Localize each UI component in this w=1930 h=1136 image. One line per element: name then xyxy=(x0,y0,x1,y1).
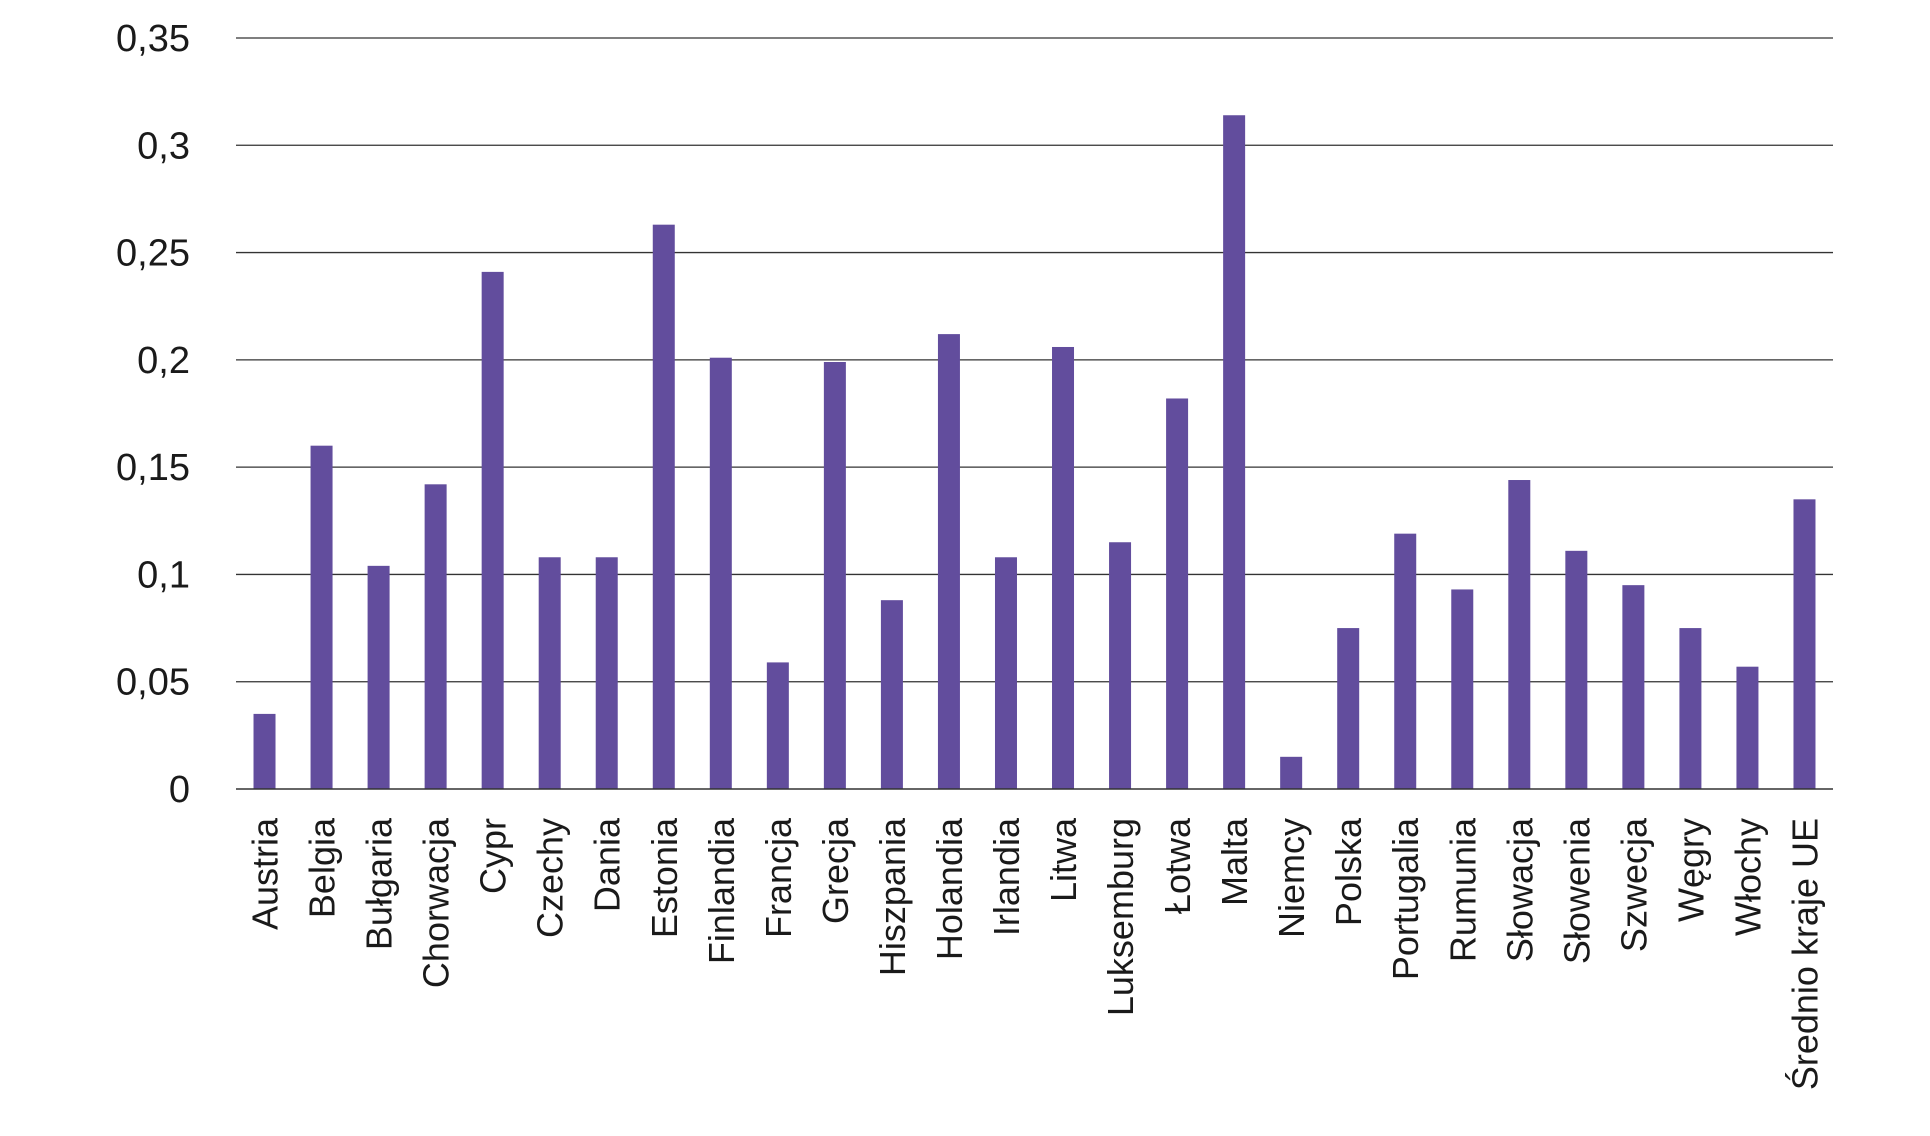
bar xyxy=(1793,499,1816,789)
bar xyxy=(766,662,789,789)
x-tick-label: Austria xyxy=(245,817,286,930)
bar xyxy=(1565,550,1588,789)
x-tick-label: Dania xyxy=(587,817,628,912)
y-tick-label: 0,35 xyxy=(116,18,190,60)
x-tick-label: Malta xyxy=(1214,817,1255,906)
y-tick-label: 0,15 xyxy=(116,447,190,489)
bar xyxy=(1223,115,1246,789)
x-tick-label: Irlandia xyxy=(986,817,1027,936)
bar xyxy=(595,557,618,789)
x-tick-label: Słowenia xyxy=(1556,817,1597,964)
y-tick-label: 0,25 xyxy=(116,233,190,275)
x-tick-label: Portugalia xyxy=(1385,817,1426,980)
bar xyxy=(709,357,732,789)
bar xyxy=(1679,628,1702,789)
x-tick-label: Chorwacja xyxy=(416,817,457,988)
x-tick-label: Finlandia xyxy=(701,817,742,964)
x-tick-labels: Austria Belgia Bułgaria Chorwacja Cypr Czechy… xyxy=(245,817,1826,1090)
x-tick-label: Litwa xyxy=(1043,817,1084,902)
x-tick-label: Cypr xyxy=(473,818,514,894)
x-tick-label: Czechy xyxy=(530,818,571,938)
bar xyxy=(1508,480,1531,789)
x-tick-label: Niemcy xyxy=(1271,818,1312,938)
bar xyxy=(1622,585,1645,789)
bar xyxy=(1166,398,1189,789)
bar xyxy=(823,362,846,789)
x-tick-label: Szwecja xyxy=(1613,817,1654,952)
x-tick-label: Bułgaria xyxy=(359,817,400,950)
bar xyxy=(310,445,333,789)
bar xyxy=(481,271,504,790)
x-tick-label: Średnio kraje UE xyxy=(1783,818,1825,1090)
y-tick-label: 0,2 xyxy=(137,340,190,382)
bar xyxy=(937,334,960,789)
x-tick-label: Estonia xyxy=(644,817,685,938)
x-tick-label: Grecja xyxy=(815,817,856,924)
x-tick-label: Słowacja xyxy=(1499,817,1540,962)
bar xyxy=(1052,346,1075,789)
bar xyxy=(652,224,675,790)
bar xyxy=(424,484,447,789)
x-tick-label: Węgry xyxy=(1670,818,1711,922)
bar xyxy=(1451,589,1474,789)
x-tick-label: Hiszpania xyxy=(872,817,913,976)
y-tick-labels: 0 0,05 0,1 0,15 0,2 0,25 0,3 0,35 xyxy=(116,18,190,811)
x-tick-label: Włochy xyxy=(1727,818,1768,936)
y-tick-label: 0,1 xyxy=(137,554,190,596)
x-tick-label: Belgia xyxy=(302,817,343,918)
bar xyxy=(538,557,561,789)
x-tick-label: Łotwa xyxy=(1157,817,1198,914)
y-tick-label: 0 xyxy=(169,769,190,811)
x-tick-label: Rumunia xyxy=(1442,817,1483,962)
bar xyxy=(1337,628,1360,789)
x-tick-label: Francja xyxy=(758,817,799,938)
bar xyxy=(1394,533,1417,789)
bar xyxy=(1280,756,1303,789)
bar xyxy=(880,600,903,789)
bar xyxy=(994,557,1017,789)
y-tick-label: 0,3 xyxy=(137,125,190,167)
x-tick-label: Luksemburg xyxy=(1100,818,1141,1016)
bar xyxy=(367,565,390,789)
bar xyxy=(253,713,276,789)
y-tick-label: 0,05 xyxy=(116,662,190,704)
x-tick-label: Holandia xyxy=(929,817,970,960)
bar xyxy=(1109,542,1132,789)
gridlines xyxy=(236,37,1833,683)
bar xyxy=(1736,666,1759,789)
x-tick-label: Polska xyxy=(1328,817,1369,926)
bars xyxy=(253,115,1816,790)
